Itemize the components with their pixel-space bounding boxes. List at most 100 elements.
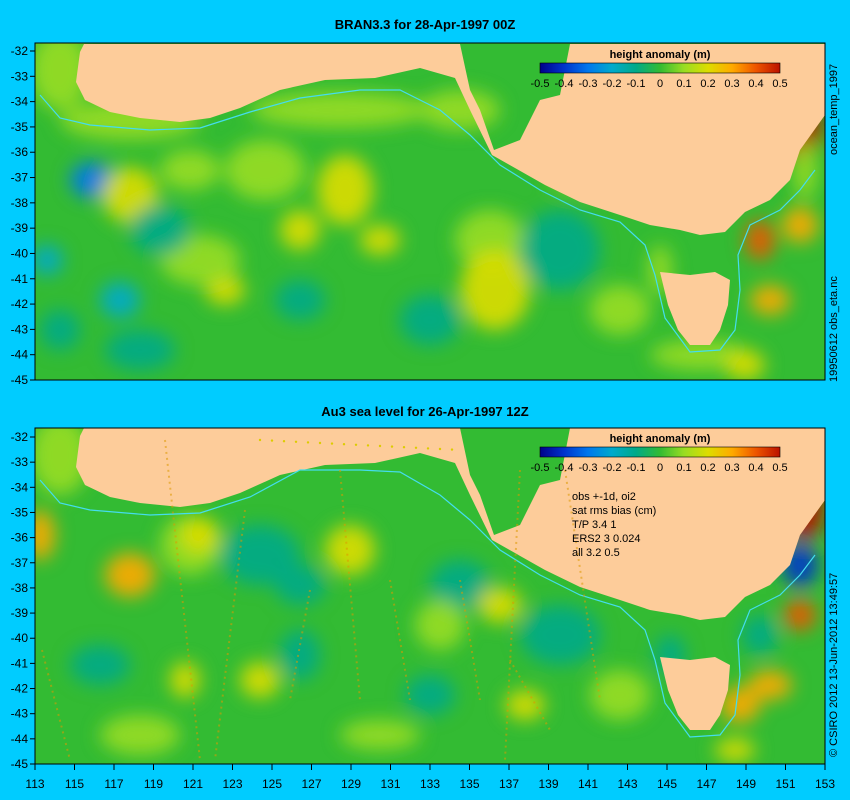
y-tick-label: -34: [11, 480, 29, 494]
obs-dot: [354, 443, 358, 446]
anomaly-patch: [35, 43, 90, 110]
colorbar-tick-label: 0: [657, 462, 663, 474]
obs-dot: [294, 440, 298, 443]
colorbar-tick-label: -0.3: [579, 462, 598, 474]
x-tick-label: 139: [538, 777, 558, 791]
anomaly-patch: [280, 630, 320, 680]
panel-1-title: BRAN3.3 for 28-Apr-1997 00Z: [334, 17, 516, 32]
obs-dot: [270, 439, 274, 442]
stats-line: T/P 3.4 1: [572, 519, 617, 531]
y-tick-label: -45: [11, 373, 29, 387]
panel-1-map: [35, 43, 825, 380]
stats-line: ERS2 3 0.024: [572, 533, 641, 545]
stats-line: all 3.2 0.5: [572, 547, 620, 559]
y-tick-label: -40: [11, 246, 29, 260]
x-tick-label: 123: [222, 777, 242, 791]
anomaly-patch: [520, 605, 600, 665]
panel-2-side-label-bottom: © CSIRO 2012 13-Jun-2012 13:49:57: [828, 572, 840, 757]
y-tick-label: -45: [11, 757, 29, 771]
anomaly-patch: [725, 350, 765, 380]
colorbar-tick-label: 0.4: [748, 462, 763, 474]
colorbar: [539, 62, 781, 74]
anomaly-patch: [105, 553, 155, 597]
panel-1-tasmania: [660, 272, 730, 345]
anomaly-patch: [590, 670, 650, 720]
anomaly-patch: [275, 565, 325, 605]
y-tick-label: -34: [11, 95, 29, 109]
anomaly-patch: [240, 662, 280, 698]
x-tick-label: 127: [301, 777, 321, 791]
panel-1-side-label-top: ocean_temp_1997: [828, 63, 840, 155]
panel-1-side-label-bottom: 19950612 obs_eta.nc: [828, 276, 840, 382]
panel-2-title: Au3 sea level for 26-Apr-1997 12Z: [321, 404, 529, 419]
anomaly-patch: [478, 587, 522, 623]
stats-line: obs +-1d, oi2: [572, 491, 636, 503]
colorbar-tick-label: 0.2: [700, 78, 715, 90]
satellite-tracks: [41, 438, 601, 761]
y-tick-label: -36: [11, 145, 29, 159]
y-tick-label: -42: [11, 682, 29, 696]
y-tick-label: -40: [11, 631, 29, 645]
anomaly-patch: [340, 720, 420, 750]
anomaly-patch: [325, 525, 375, 575]
satellite-track: [389, 579, 411, 701]
colorbar-tick-label: 0.5: [772, 78, 787, 90]
colorbar-tick-label: 0.4: [748, 78, 763, 90]
colorbar-tick-label: -0.3: [579, 78, 598, 90]
anomaly-patch: [360, 225, 400, 255]
anomaly-patch: [400, 295, 460, 345]
satellite-track: [289, 589, 311, 701]
anomaly-patch: [275, 280, 325, 320]
colorbar-title: height anomaly (m): [610, 433, 711, 445]
x-tick-label: 137: [499, 777, 519, 791]
colorbar-tick-label: -0.1: [627, 462, 646, 474]
anomaly-patch: [430, 560, 490, 610]
y-tick-label: -38: [11, 581, 29, 595]
panel-2-tasmania: [660, 657, 730, 730]
anomaly-patch: [317, 155, 373, 225]
obs-dot: [390, 445, 394, 448]
x-tick-label: 119: [144, 777, 163, 791]
anomaly-patch: [590, 285, 650, 335]
colorbar: [539, 446, 781, 458]
colorbar-tick-label: 0.1: [676, 78, 691, 90]
anomaly-patch: [793, 140, 817, 200]
y-tick-label: -38: [11, 196, 29, 210]
satellite-track: [339, 469, 361, 701]
anomaly-patch: [715, 738, 755, 762]
anomaly-patch: [745, 220, 775, 260]
panel-2-contour-line: [39, 469, 816, 738]
x-tick-label: 145: [657, 777, 677, 791]
anomaly-patch: [405, 675, 455, 715]
anomaly-patch: [505, 690, 545, 720]
anomaly-patch: [742, 615, 778, 655]
anomaly-patch: [782, 207, 818, 243]
anomaly-patch: [720, 687, 760, 723]
panel-1-frame: [34, 42, 826, 381]
x-tick-label: 131: [380, 777, 400, 791]
obs-dot: [306, 441, 310, 444]
anomaly-patch: [40, 310, 80, 350]
anomaly-patch: [100, 282, 140, 318]
x-tick-label: 143: [617, 777, 637, 791]
y-tick-label: -43: [11, 322, 29, 336]
x-tick-label: 151: [775, 777, 795, 791]
satellite-track: [504, 469, 521, 761]
anomaly-patch: [170, 662, 200, 698]
x-tick-label: 149: [736, 777, 756, 791]
obs-dot: [378, 444, 382, 448]
anomaly-patch: [748, 670, 792, 700]
panel-2-map: [35, 428, 825, 764]
y-tick-label: -35: [11, 505, 29, 519]
colorbar-tick-label: -0.5: [531, 462, 550, 474]
obs-dot: [318, 441, 322, 445]
panel-1-contour-line: [39, 89, 816, 353]
colorbar-tick-label: 0: [657, 78, 663, 90]
colorbar-tick-label: 0.2: [700, 462, 715, 474]
obs-dot: [450, 448, 454, 451]
anomaly-patch: [35, 510, 55, 560]
anomaly-patch: [650, 340, 750, 370]
anomaly-patch: [160, 150, 220, 190]
anomaly-patch: [250, 92, 430, 128]
anomaly-patch: [460, 250, 530, 330]
